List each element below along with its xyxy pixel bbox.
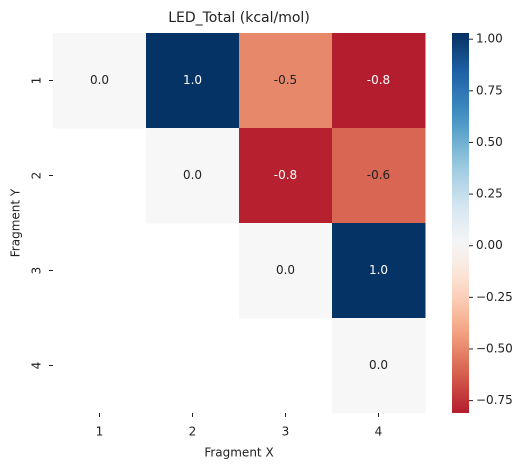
colorbar-tick-label: −0.25	[476, 290, 513, 304]
heatmap-cell	[239, 128, 333, 224]
x-tick-label: 4	[375, 425, 383, 439]
y-tick-label: 1	[30, 77, 44, 85]
cell-label: -0.8	[274, 168, 297, 182]
cell-label: 1.0	[369, 263, 388, 277]
colorbar-tick-label: 1.00	[476, 32, 503, 46]
cell-label: 0.0	[369, 358, 388, 372]
heatmap-cell	[239, 33, 333, 129]
y-tick-label: 4	[30, 362, 44, 370]
colorbar-tick-label: 0.50	[476, 135, 503, 149]
y-tick-label: 2	[30, 172, 44, 180]
cell-label: -0.8	[367, 73, 390, 87]
colorbar-tick-label: 0.25	[476, 187, 503, 201]
heatmap-cell	[332, 223, 426, 319]
colorbar-tick-label: −0.75	[476, 393, 513, 407]
x-tick-label: 3	[282, 425, 290, 439]
heatmap-cell	[146, 33, 240, 129]
colorbar	[452, 33, 469, 413]
heatmap-cell	[53, 33, 147, 129]
heatmap-cell	[332, 318, 426, 414]
cell-label: -0.6	[367, 168, 390, 182]
x-axis-label: Fragment X	[204, 446, 273, 460]
cell-label: 1.0	[183, 73, 202, 87]
x-tick-label: 1	[96, 425, 104, 439]
cell-label: 0.0	[90, 73, 109, 87]
colorbar-tick-label: −0.50	[476, 341, 513, 355]
cell-label: 0.0	[276, 263, 295, 277]
cell-label: 0.0	[183, 168, 202, 182]
x-tick-label: 2	[189, 425, 197, 439]
heatmap-cell	[239, 223, 333, 319]
heatmap-cell	[146, 128, 240, 224]
colorbar-tick-label: 0.00	[476, 238, 503, 252]
heatmap-cell	[332, 128, 426, 224]
cell-label: -0.5	[274, 73, 297, 87]
colorbar-tick-label: 0.75	[476, 83, 503, 97]
y-axis-label: Fragment Y	[9, 188, 23, 257]
heatmap-cell	[332, 33, 426, 129]
chart-title: LED_Total (kcal/mol)	[168, 10, 310, 26]
y-tick-label: 3	[30, 267, 44, 275]
